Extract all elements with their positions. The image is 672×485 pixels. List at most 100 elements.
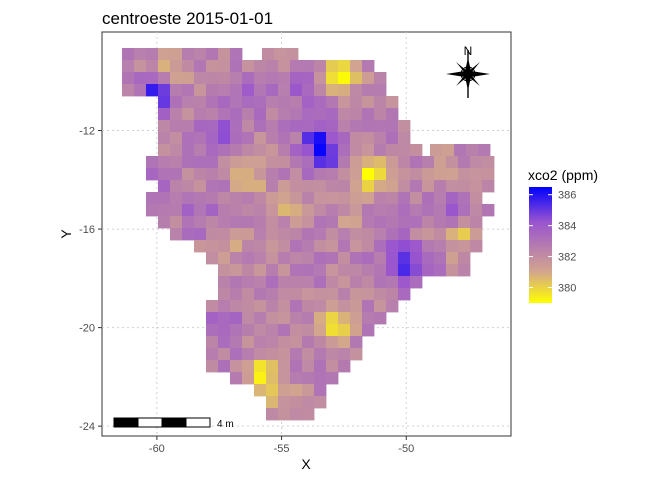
heatmap-cell	[482, 156, 495, 169]
heatmap-cell	[290, 96, 303, 109]
heatmap-cell	[254, 240, 267, 253]
heatmap-cell	[326, 216, 339, 229]
heatmap-cell	[170, 180, 183, 193]
heatmap-cell	[170, 108, 183, 121]
heatmap-cell	[134, 60, 147, 73]
heatmap-cell	[182, 192, 195, 205]
heatmap-cell	[194, 168, 207, 181]
heatmap-cell	[266, 312, 279, 325]
heatmap-cell	[338, 264, 351, 277]
heatmap-cell	[386, 156, 399, 169]
heatmap-cell	[422, 216, 435, 229]
heatmap-cell	[350, 108, 363, 121]
heatmap-cell	[254, 72, 267, 85]
heatmap-cell	[290, 228, 303, 241]
heatmap-cell	[302, 264, 315, 277]
heatmap-cell	[338, 168, 351, 181]
heatmap-cell	[314, 312, 327, 325]
heatmap-cell	[146, 48, 159, 61]
heatmap-cell	[350, 276, 363, 289]
heatmap-cell	[242, 240, 255, 253]
heatmap-cell	[206, 300, 219, 313]
heatmap-cell	[446, 180, 459, 193]
heatmap-cell	[314, 132, 327, 145]
heatmap-cell	[254, 360, 267, 373]
heatmap-cell	[254, 252, 267, 265]
heatmap-cell	[386, 288, 399, 301]
heatmap-cell	[230, 312, 243, 325]
heatmap-cell	[446, 264, 459, 277]
heatmap-cell	[338, 72, 351, 85]
heatmap-cell	[254, 156, 267, 169]
heatmap-cell	[326, 144, 339, 157]
heatmap-cell	[422, 240, 435, 253]
heatmap-cell	[266, 300, 279, 313]
heatmap-cell	[194, 204, 207, 217]
heatmap-cell	[374, 276, 387, 289]
heatmap-cell	[362, 60, 375, 73]
heatmap-cell	[254, 288, 267, 301]
heatmap-cell	[242, 108, 255, 121]
heatmap-cell	[338, 360, 351, 373]
heatmap-cell	[218, 72, 231, 85]
heatmap-cell	[314, 156, 327, 169]
y-tick-label-1: -16	[79, 224, 95, 236]
heatmap-cell	[194, 180, 207, 193]
heatmap-cell	[398, 288, 411, 301]
heatmap-cell	[286, 48, 299, 61]
heatmap-cell	[242, 312, 255, 325]
heatmap-cell	[218, 288, 231, 301]
heatmap-cell	[218, 228, 231, 241]
heatmap-cell	[362, 180, 375, 193]
heatmap-cell	[230, 180, 243, 193]
heatmap-cell	[278, 228, 291, 241]
heatmap-cell	[350, 216, 363, 229]
heatmap-cell	[206, 204, 219, 217]
heatmap-cell	[374, 216, 387, 229]
heatmap-cell	[242, 228, 255, 241]
heatmap-cell	[338, 96, 351, 109]
heatmap-cell	[278, 168, 291, 181]
heatmap-cell	[314, 72, 327, 85]
heatmap-cell	[242, 252, 255, 265]
heatmap-cell	[278, 324, 291, 337]
heatmap-cell	[266, 216, 279, 229]
heatmap-cell	[254, 228, 267, 241]
heatmap-cell	[182, 228, 195, 241]
heatmap-cell	[442, 144, 455, 157]
heatmap-cell	[350, 300, 363, 313]
heatmap-cell	[470, 216, 483, 229]
heatmap-cell	[182, 144, 195, 157]
heatmap-cell	[146, 60, 159, 73]
heatmap-cell	[278, 204, 291, 217]
heatmap-cell	[218, 96, 231, 109]
heatmap-cell	[170, 216, 183, 229]
heatmap-cell	[362, 132, 375, 145]
heatmap-cell	[254, 264, 267, 277]
heatmap-cell	[278, 240, 291, 253]
heatmap-cell	[350, 120, 363, 133]
north-arrow-icon: N	[446, 44, 490, 98]
heatmap-cell	[302, 96, 315, 109]
heatmap-cell	[146, 156, 159, 169]
heatmap-cell	[266, 204, 279, 217]
heatmap-cell	[170, 120, 183, 133]
heatmap-cell	[350, 84, 363, 97]
heatmap-cell	[350, 168, 363, 181]
heatmap-cell	[218, 132, 231, 145]
heatmap-cell	[326, 372, 339, 385]
heatmap-cell	[314, 396, 327, 409]
heatmap-cell	[386, 204, 399, 217]
heatmap-cell	[338, 216, 351, 229]
heatmap-cell	[362, 96, 375, 109]
heatmap-cell	[302, 372, 315, 385]
heatmap-cell	[338, 228, 351, 241]
heatmap-cell	[386, 216, 399, 229]
heatmap-cell	[206, 228, 219, 241]
heatmap-cell	[170, 168, 183, 181]
heatmap-cell	[374, 288, 387, 301]
heatmap-cell	[218, 156, 231, 169]
heatmap-cell	[194, 48, 207, 61]
heatmap-cell	[338, 108, 351, 121]
heatmap-cell	[386, 252, 399, 265]
